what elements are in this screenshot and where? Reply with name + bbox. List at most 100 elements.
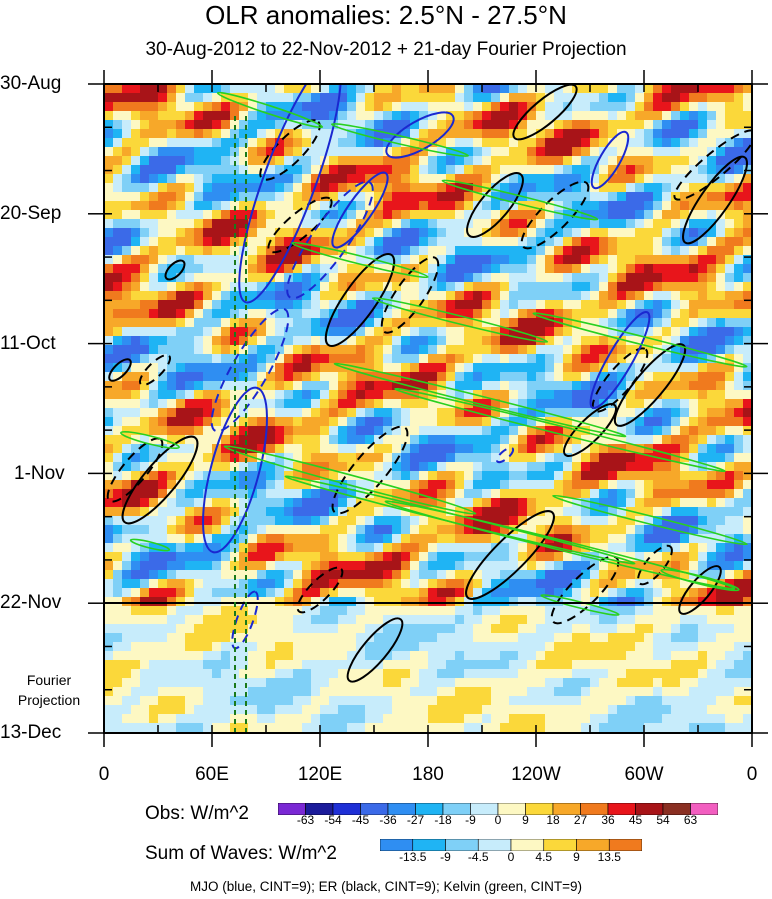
anomaly-cell [698, 696, 708, 706]
anomaly-cell [383, 597, 393, 607]
anomaly-cell [230, 633, 240, 643]
anomaly-cell [230, 678, 240, 688]
anomaly-cell [284, 381, 294, 391]
anomaly-cell [392, 174, 402, 184]
anomaly-cell [320, 381, 330, 391]
anomaly-cell [149, 372, 159, 382]
anomaly-cell [383, 381, 393, 391]
anomaly-cell [725, 651, 735, 661]
anomaly-cell [680, 93, 690, 103]
anomaly-cell [194, 345, 204, 355]
anomaly-cell [671, 669, 681, 679]
anomaly-cell [743, 318, 752, 328]
anomaly-cell [419, 534, 429, 544]
anomaly-cell [482, 363, 492, 373]
anomaly-cell [653, 525, 663, 535]
anomaly-cell [275, 534, 285, 544]
anomaly-cell [140, 498, 150, 508]
anomaly-cell [131, 453, 141, 463]
anomaly-cell [185, 372, 195, 382]
anomaly-cell [329, 525, 339, 535]
anomaly-cell [284, 498, 294, 508]
anomaly-cell [410, 354, 420, 364]
anomaly-cell [419, 120, 429, 130]
anomaly-cell [446, 93, 456, 103]
anomaly-cell [554, 507, 564, 517]
anomaly-cell [239, 156, 249, 166]
anomaly-cell [455, 588, 465, 598]
anomaly-cell [275, 237, 285, 247]
anomaly-cell [599, 111, 609, 121]
anomaly-cell [617, 300, 627, 310]
anomaly-cell [428, 615, 438, 625]
anomaly-cell [104, 507, 114, 517]
anomaly-cell [392, 111, 402, 121]
anomaly-cell [392, 444, 402, 454]
anomaly-cell [707, 228, 717, 238]
anomaly-cell [275, 84, 285, 94]
anomaly-cell [410, 372, 420, 382]
anomaly-cell [302, 588, 312, 598]
anomaly-cell [455, 201, 465, 211]
anomaly-cell [455, 678, 465, 688]
anomaly-cell [626, 534, 636, 544]
anomaly-cell [743, 93, 752, 103]
anomaly-cell [419, 300, 429, 310]
anomaly-cell [491, 570, 501, 580]
anomaly-cell [239, 372, 249, 382]
anomaly-cell [716, 525, 726, 535]
anomaly-cell [194, 201, 204, 211]
anomaly-cell [212, 156, 222, 166]
anomaly-cell [689, 588, 699, 598]
anomaly-cell [725, 687, 735, 697]
anomaly-cell [239, 471, 249, 481]
anomaly-cell [707, 300, 717, 310]
anomaly-cell [401, 147, 411, 157]
anomaly-cell [257, 498, 267, 508]
anomaly-cell [707, 642, 717, 652]
anomaly-cell [347, 597, 357, 607]
anomaly-cell [743, 300, 752, 310]
anomaly-cell [122, 570, 132, 580]
anomaly-cell [446, 543, 456, 553]
anomaly-cell [500, 93, 510, 103]
anomaly-cell [608, 642, 618, 652]
anomaly-cell [599, 408, 609, 418]
anomaly-cell [617, 471, 627, 481]
anomaly-cell [662, 147, 672, 157]
anomaly-cell [374, 201, 384, 211]
anomaly-cell [338, 138, 348, 148]
anomaly-cell [257, 102, 267, 112]
anomaly-cell [383, 588, 393, 598]
anomaly-cell [464, 336, 474, 346]
anomaly-cell [311, 696, 321, 706]
anomaly-cell [248, 255, 258, 265]
anomaly-cell [734, 534, 744, 544]
anomaly-cell [446, 570, 456, 580]
anomaly-cell [203, 318, 213, 328]
anomaly-cell [743, 588, 752, 598]
anomaly-cell [590, 246, 600, 256]
anomaly-cell [149, 624, 159, 634]
anomaly-cell [383, 165, 393, 175]
anomaly-cell [248, 534, 258, 544]
anomaly-cell [563, 309, 573, 319]
anomaly-cell [167, 228, 177, 238]
anomaly-cell [203, 651, 213, 661]
anomaly-cell [374, 363, 384, 373]
anomaly-cell [122, 300, 132, 310]
anomaly-cell [275, 570, 285, 580]
anomaly-cell [302, 579, 312, 589]
anomaly-cell [212, 624, 222, 634]
anomaly-cell [365, 471, 375, 481]
anomaly-cell [527, 615, 537, 625]
anomaly-cell [527, 354, 537, 364]
anomaly-cell [725, 147, 735, 157]
anomaly-cell [545, 651, 555, 661]
anomaly-cell [194, 327, 204, 337]
anomaly-cell [131, 561, 141, 571]
anomaly-cell [194, 480, 204, 490]
anomaly-cell [392, 471, 402, 481]
anomaly-cell [446, 354, 456, 364]
anomaly-cell [275, 354, 285, 364]
